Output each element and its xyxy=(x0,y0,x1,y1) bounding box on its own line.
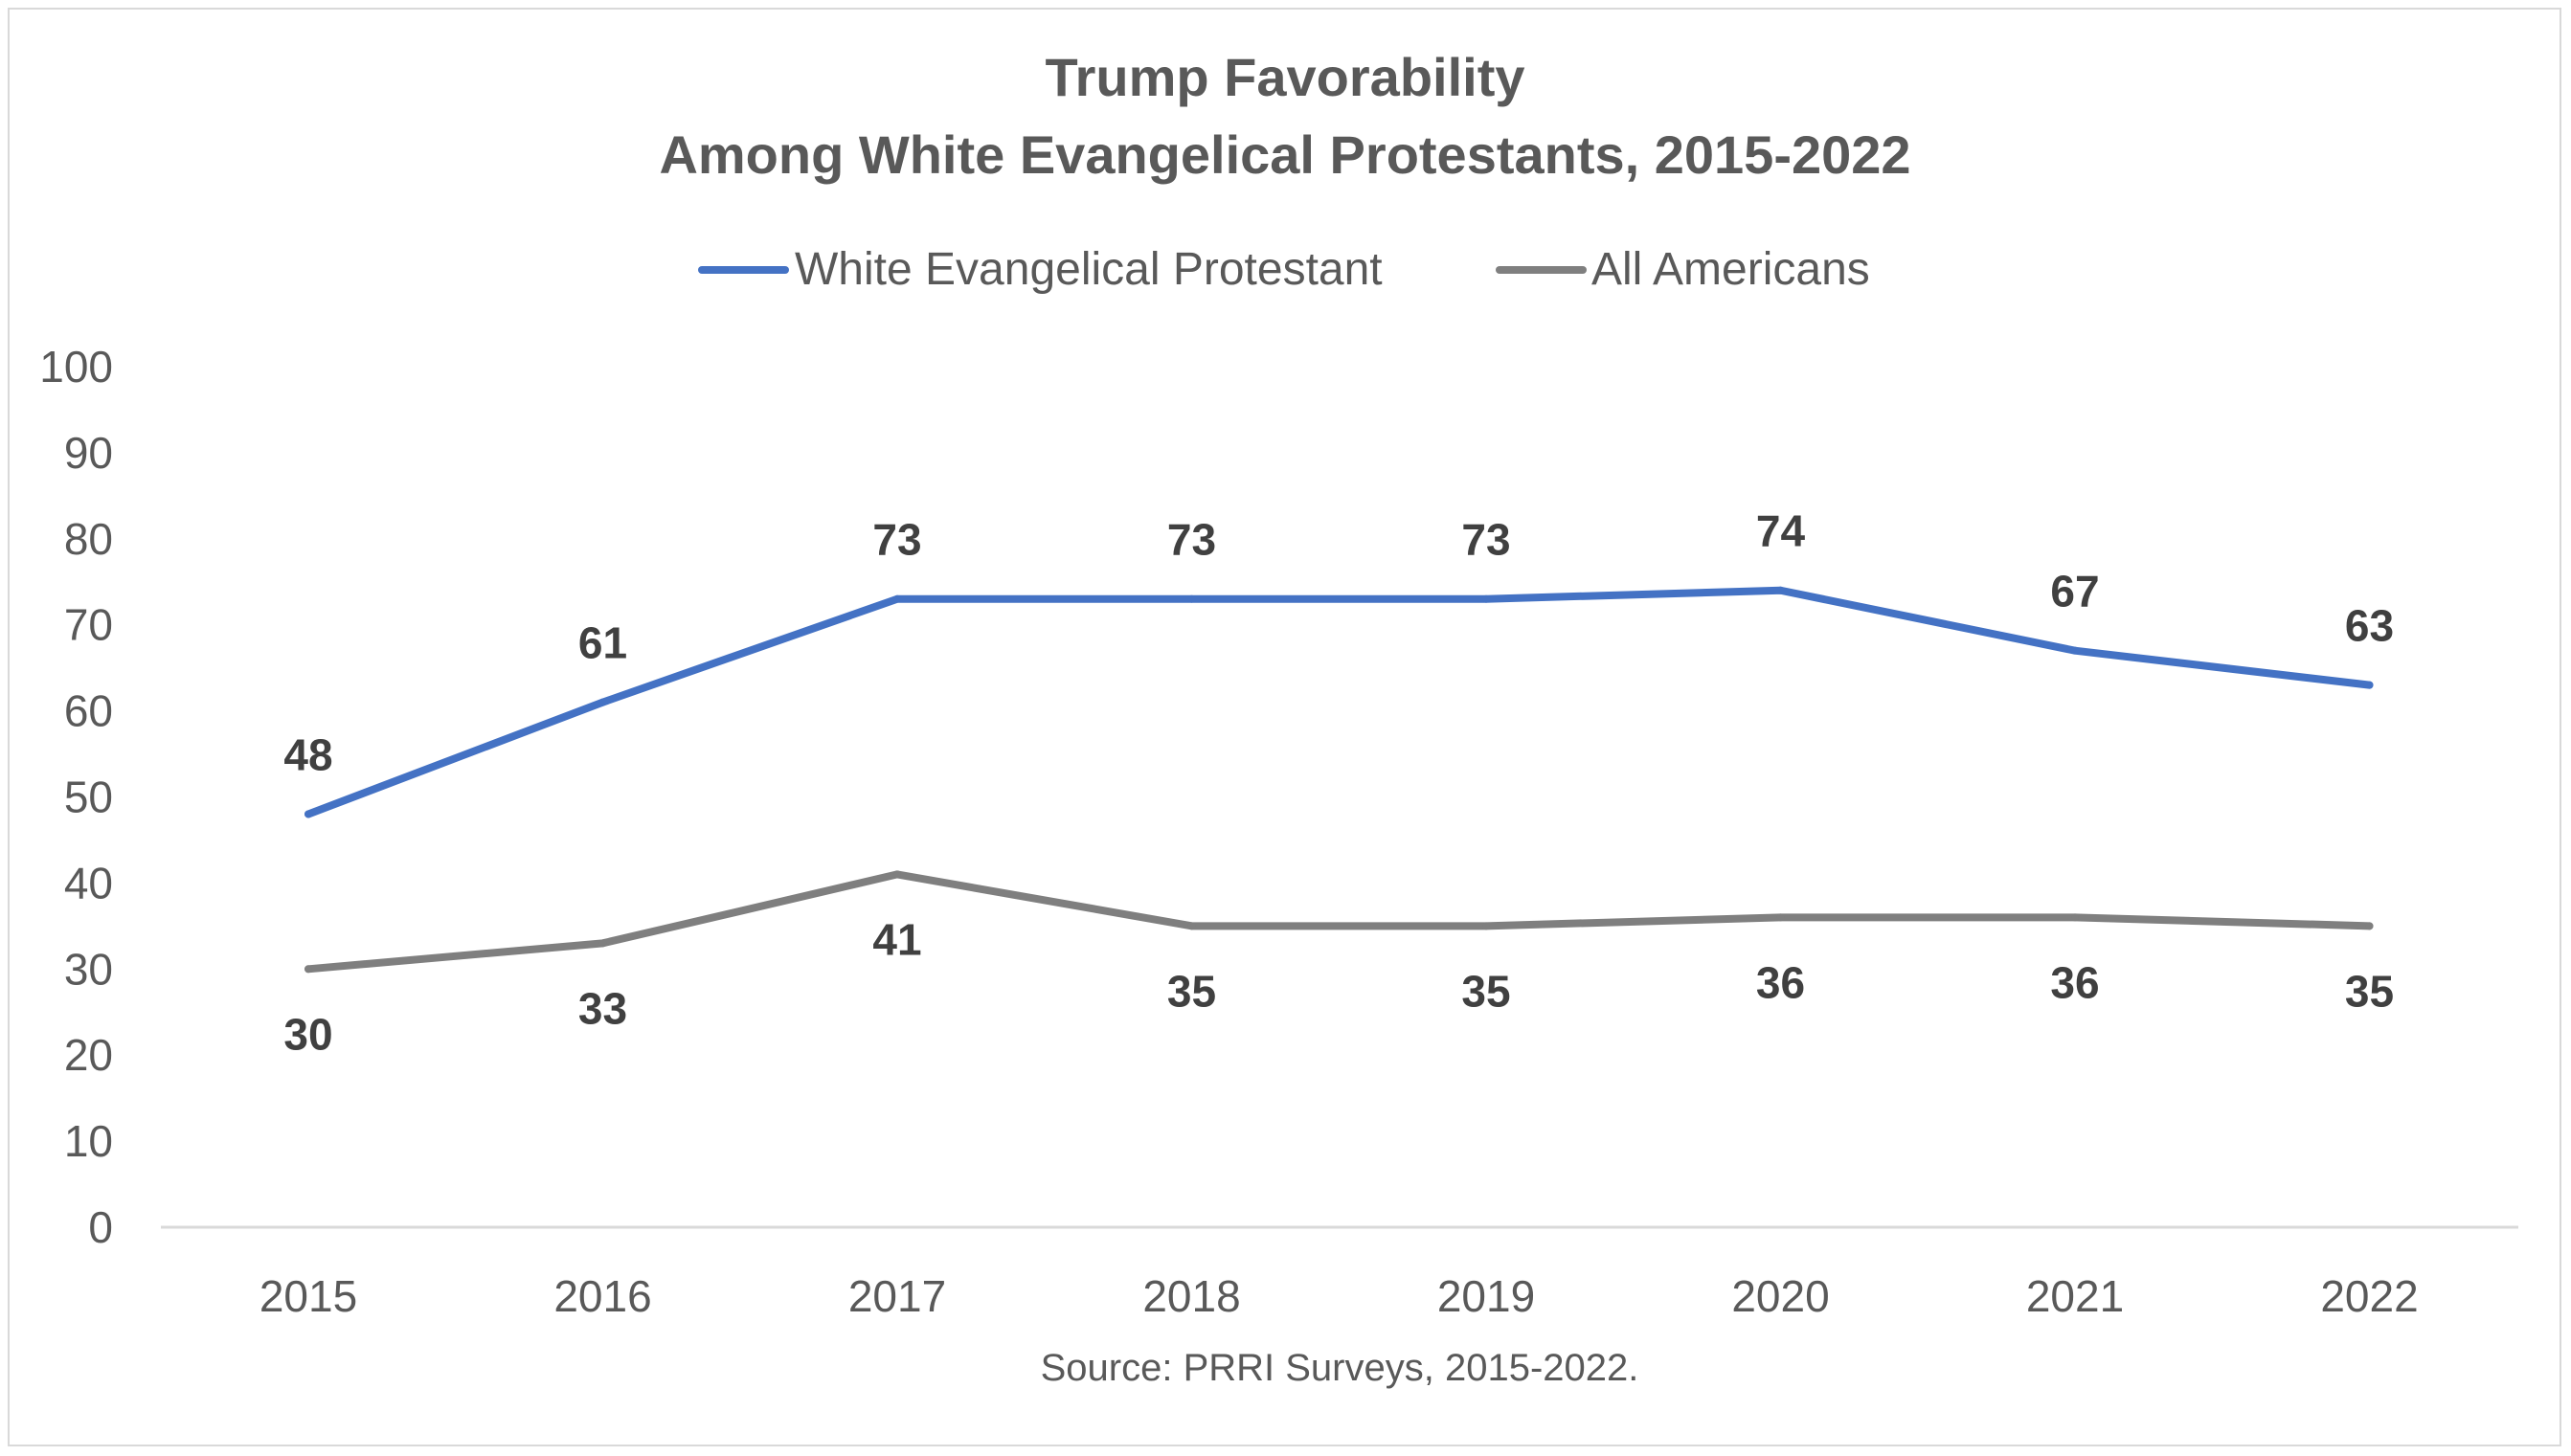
y-tick-label: 40 xyxy=(64,858,113,907)
source-note: Source: PRRI Surveys, 2015-2022. xyxy=(1041,1347,1639,1389)
data-point xyxy=(1482,922,1490,930)
data-label: 73 xyxy=(1461,515,1510,565)
legend-label-white-evangelical: White Evangelical Protestant xyxy=(795,244,1383,295)
data-label: 67 xyxy=(2050,567,2099,616)
y-tick-label: 100 xyxy=(39,342,113,392)
data-label: 48 xyxy=(283,729,332,779)
data-point xyxy=(1776,913,1785,922)
y-tick-label: 20 xyxy=(64,1030,113,1080)
data-point xyxy=(2071,646,2079,655)
data-label: 35 xyxy=(2345,966,2394,1016)
chart-title-line-1: Trump Favorability xyxy=(1046,47,1525,107)
y-tick-label: 70 xyxy=(64,600,113,650)
data-label: 36 xyxy=(2050,957,2099,1007)
y-tick-label: 50 xyxy=(64,773,113,822)
data-label: 30 xyxy=(283,1009,332,1059)
x-tick-label: 2015 xyxy=(259,1271,357,1321)
x-tick-label: 2016 xyxy=(553,1271,651,1321)
data-point xyxy=(1482,594,1490,603)
data-point xyxy=(304,965,312,974)
y-tick-label: 0 xyxy=(88,1202,113,1252)
legend-label-all-americans: All Americans xyxy=(1591,244,1870,295)
y-tick-label: 60 xyxy=(64,686,113,736)
data-point xyxy=(2365,681,2374,689)
data-labels: 48 61 73 73 73 74 67 63 30 33 41 35 35 36 36 35 xyxy=(283,506,2394,1060)
x-axis: 2015 2016 2017 2018 2019 2020 2021 2022 xyxy=(259,1271,2419,1321)
y-tick-label: 80 xyxy=(64,514,113,564)
x-tick-label: 2019 xyxy=(1437,1271,1535,1321)
data-point xyxy=(893,594,901,603)
data-label: 61 xyxy=(578,618,627,668)
x-tick-label: 2022 xyxy=(2320,1271,2418,1321)
x-tick-label: 2020 xyxy=(1731,1271,1829,1321)
data-point xyxy=(598,698,607,706)
y-tick-label: 30 xyxy=(64,944,113,994)
series-line-white-evangelical xyxy=(304,586,2374,818)
data-point xyxy=(1187,922,1196,930)
legend: White Evangelical Protestant All America… xyxy=(698,244,1870,295)
data-label: 73 xyxy=(872,515,921,565)
x-tick-label: 2017 xyxy=(848,1271,946,1321)
chart-title-line-2: Among White Evangelical Protestants, 201… xyxy=(659,124,1910,185)
data-label: 35 xyxy=(1167,966,1216,1016)
data-point xyxy=(304,810,312,818)
data-label: 73 xyxy=(1167,515,1216,565)
data-point xyxy=(2071,913,2079,922)
data-label: 74 xyxy=(1756,506,1806,556)
data-point xyxy=(1776,586,1785,594)
x-tick-label: 2018 xyxy=(1142,1271,1240,1321)
chart-title: Trump Favorability Among White Evangelic… xyxy=(659,47,1910,185)
data-label: 33 xyxy=(578,983,627,1033)
x-tick-label: 2021 xyxy=(2026,1271,2124,1321)
data-point xyxy=(2365,922,2374,930)
data-label: 63 xyxy=(2345,601,2394,651)
data-point xyxy=(1187,594,1196,603)
y-tick-label: 10 xyxy=(64,1116,113,1166)
data-label: 41 xyxy=(872,914,921,964)
data-label: 36 xyxy=(1756,957,1805,1007)
chart-frame xyxy=(8,8,2561,1446)
y-tick-label: 90 xyxy=(64,428,113,478)
series-layer xyxy=(304,586,2374,974)
data-label: 35 xyxy=(1461,966,1510,1016)
y-axis: 0 10 20 30 40 50 60 70 80 90 100 xyxy=(39,342,113,1252)
data-point xyxy=(598,939,607,948)
data-point xyxy=(893,870,901,879)
series-line-all-americans xyxy=(304,870,2374,974)
